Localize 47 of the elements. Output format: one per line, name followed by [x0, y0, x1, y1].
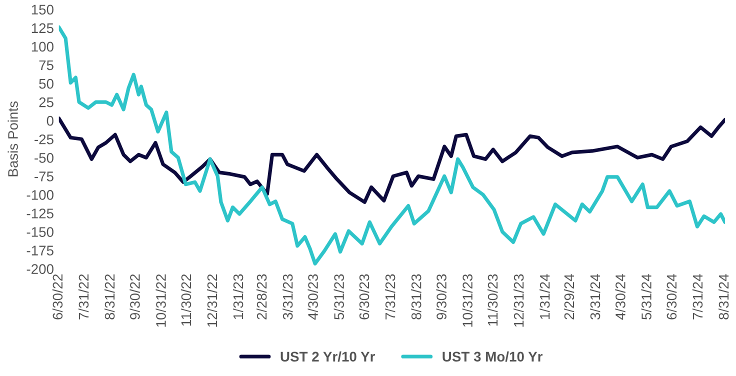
x-tick-label: 2/28/23	[256, 274, 267, 320]
x-tick-label: 7/31/22	[78, 274, 89, 320]
x-tick-label: 7/31/23	[385, 274, 396, 320]
x-tick-label: 3/31/23	[282, 274, 293, 320]
x-tick-label: 6/30/22	[52, 274, 63, 320]
y-tick-label: -75	[34, 172, 54, 182]
x-tick-label: 12/31/23	[514, 274, 524, 327]
y-tick-label: 0	[46, 116, 54, 126]
y-tick-label: -200	[26, 264, 54, 274]
y-tick-label: -125	[26, 208, 54, 218]
y-tick-label: 125	[32, 23, 54, 34]
x-tick-label: 5/31/24	[641, 274, 652, 320]
x-tick-label: 7/31/24	[692, 274, 703, 320]
line-series	[58, 25, 725, 266]
y-axis-title: Basis Points	[8, 101, 18, 176]
x-tick-label: 4/30/24	[615, 274, 626, 320]
x-tick-label: 8/31/22	[104, 274, 115, 320]
y-tick-label: 75	[39, 60, 54, 70]
y-tick-label: -175	[26, 246, 54, 256]
y-tick-label: -150	[26, 227, 54, 237]
x-tick-label: 3/31/24	[590, 274, 600, 320]
line-series	[58, 116, 725, 204]
y-tick-label: 100	[32, 42, 54, 52]
y-tick-label: 150	[32, 4, 54, 15]
x-tick-label: 9/30/23	[436, 274, 446, 320]
x-tick-label: 1/31/24	[540, 274, 550, 319]
x-tick-label: 8/31/23	[411, 274, 422, 320]
x-tick-label: 11/30/23	[488, 274, 498, 326]
legend-label: UST 2 Yr/10 Yr	[280, 351, 376, 362]
x-tick-label: 6/30/24	[666, 274, 677, 320]
x-tick-label: 11/30/22	[180, 274, 192, 326]
x-tick-label: 12/31/22	[206, 274, 218, 327]
x-tick-label: 6/30/23	[358, 274, 370, 320]
x-tick-label: 4/30/23	[308, 274, 318, 320]
x-tick-label: 10/31/23	[462, 274, 473, 327]
x-tick-label: 9/30/22	[130, 274, 140, 320]
y-tick-label: 50	[39, 78, 54, 89]
y-tick-label: -25	[34, 134, 54, 144]
x-tick-label: 2/29/24	[564, 274, 574, 320]
y-tick-label: -50	[34, 152, 54, 163]
y-tick-label: -100	[26, 190, 54, 200]
x-tick-label: 1/31/23	[232, 274, 244, 319]
legend-label: UST 3 Mo/10 Yr	[442, 351, 543, 362]
y-tick-label: 25	[39, 97, 54, 108]
x-tick-label: 8/31/24	[718, 274, 729, 320]
x-tick-label: 10/31/22	[156, 274, 166, 327]
x-tick-label: 5/31/23	[334, 274, 344, 320]
